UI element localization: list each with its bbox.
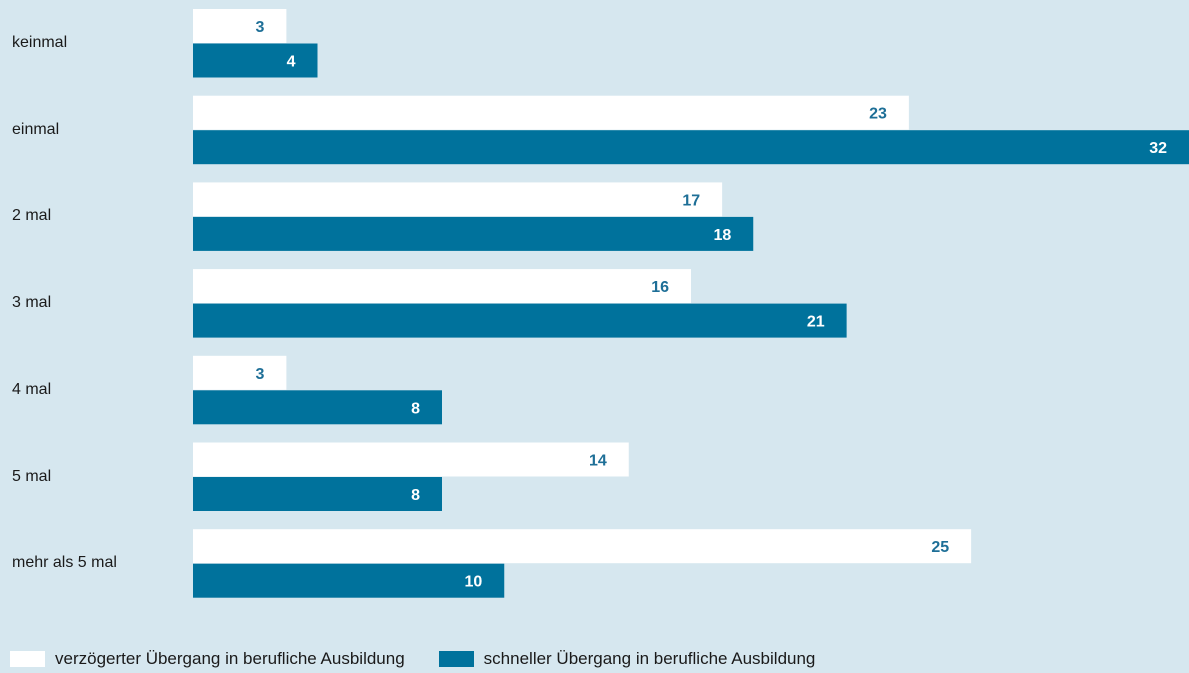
bar-series-0 <box>193 355 287 390</box>
data-label: 18 <box>713 227 731 244</box>
data-label: 8 <box>411 400 420 417</box>
data-label: 17 <box>682 192 700 209</box>
data-label: 16 <box>651 279 669 296</box>
category-label: 5 mal <box>12 467 52 485</box>
bar-series-1 <box>193 216 754 251</box>
bar-series-0 <box>193 95 909 130</box>
legend: verzögerter Übergang in berufliche Ausbi… <box>10 649 849 669</box>
data-label: 21 <box>807 314 825 331</box>
legend-swatch-verzoegert <box>10 651 45 667</box>
bar-series-1 <box>193 130 1189 165</box>
legend-label-verzoegert: verzögerter Übergang in berufliche Ausbi… <box>55 649 405 668</box>
data-label: 10 <box>464 574 482 591</box>
data-label: 3 <box>255 366 264 383</box>
data-label: 23 <box>869 106 887 123</box>
bar-series-0 <box>193 182 723 217</box>
category-label: keinmal <box>12 34 68 51</box>
legend-item-verzoegert: verzögerter Übergang in berufliche Ausbi… <box>10 649 405 669</box>
legend-label-schnell: schneller Übergang in berufliche Ausbild… <box>483 649 816 668</box>
category-label: 2 mal <box>12 207 52 225</box>
data-label: 32 <box>1149 140 1167 157</box>
bar-series-1 <box>193 563 505 598</box>
bar-series-0 <box>193 529 972 564</box>
bar-series-0 <box>193 442 629 477</box>
category-label: mehr als 5 mal <box>12 554 117 572</box>
data-label: 14 <box>589 453 607 470</box>
legend-swatch-schnell <box>438 651 474 667</box>
bar-chart: 3 4 23 32 17 18 16 21 3 8 14 8 25 10 <box>193 9 1189 598</box>
bar-series-1 <box>193 477 442 511</box>
data-label: 8 <box>411 487 420 504</box>
bar-series-1 <box>193 390 442 425</box>
data-label: 3 <box>255 19 264 36</box>
category-label: 4 mal <box>12 380 52 398</box>
category-label: 3 mal <box>12 294 52 312</box>
data-label: 4 <box>287 54 296 71</box>
category-label: einmal <box>12 120 60 138</box>
bar-series-0 <box>193 269 691 304</box>
legend-item-schnell: schneller Übergang in berufliche Ausbild… <box>438 649 816 669</box>
bar-series-0 <box>193 9 287 43</box>
data-label: 25 <box>931 539 949 556</box>
bar-series-1 <box>193 303 847 338</box>
bar-series-1 <box>193 43 318 78</box>
